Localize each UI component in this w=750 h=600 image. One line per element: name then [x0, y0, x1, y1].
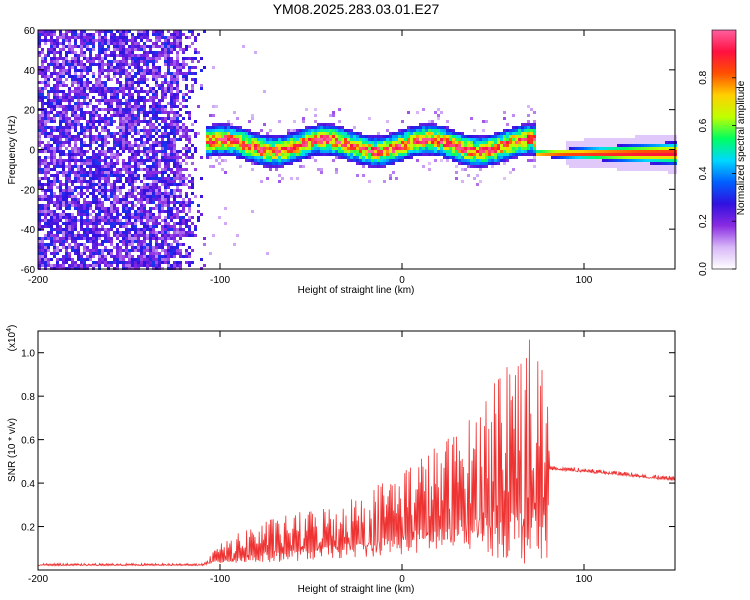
y-tick-label: 0 [29, 146, 35, 157]
snr-line [37, 339, 675, 567]
line-x-axis-title: Height of straight line (km) [298, 584, 415, 595]
x-tick-label: -200 [28, 275, 48, 286]
y-scale-prefix: (x10 [7, 331, 18, 351]
figure-title: YM08.2025.283.03.01.E27 [273, 1, 440, 17]
line-x-ticks: -200 -100 0 100 [28, 331, 593, 585]
y-scale-suffix: ) [7, 325, 18, 328]
y-tick-label: 0.2 [21, 523, 35, 534]
x-tick-label: 100 [576, 275, 593, 286]
colorbar-tick-label: 0.0 [698, 262, 709, 276]
colorbar: 0.0 0.2 0.4 0.6 0.8 Normalized spectral ampl… [698, 29, 747, 276]
colorbar-tick-label: 0.8 [698, 70, 709, 84]
line-y-axis-title: SNR (10 * v/v) [7, 418, 18, 482]
colorbar-gradient [712, 30, 736, 269]
x-tick-label: 0 [399, 275, 405, 286]
colorbar-frame [711, 29, 737, 270]
y-tick-label: -60 [21, 265, 36, 276]
line-y-ticks: 0.2 0.4 0.6 0.8 1.0 [21, 349, 675, 534]
snr-line-chart: -200 -100 0 100 0.2 0.4 0.6 0.8 1.0 Height of s… [6, 325, 676, 595]
y-tick-label: 0.4 [21, 479, 35, 490]
y-tick-label: -40 [21, 225, 36, 236]
colorbar-label: Normalized spectral amplitude [736, 80, 747, 215]
x-tick-label: -200 [28, 574, 48, 585]
snr-series-line [37, 339, 675, 567]
colorbar-ticks: 0.0 0.2 0.4 0.6 0.8 [698, 70, 736, 276]
y-scale-multiplier: (x104) [6, 325, 18, 352]
y-scale-exponent: 4 [6, 328, 13, 332]
heatmap-x-ticks: -200 -100 0 100 [28, 30, 593, 286]
colorbar-tick-label: 0.2 [698, 214, 709, 228]
colorbar-tick-label: 0.4 [698, 166, 709, 180]
heatmap-x-axis-title: Height of straight line (km) [298, 285, 415, 296]
heatmap-y-ticks: -60 -40 -20 0 20 40 60 [21, 26, 675, 276]
x-tick-label: -100 [210, 574, 230, 585]
y-tick-label: 0.8 [21, 392, 35, 403]
y-tick-label: 60 [24, 26, 36, 37]
y-tick-label: -20 [21, 185, 36, 196]
x-tick-label: 100 [576, 574, 593, 585]
line-plot-frame [37, 330, 676, 571]
x-tick-label: -100 [210, 275, 230, 286]
x-tick-label: 0 [399, 574, 405, 585]
y-tick-label: 1.0 [21, 349, 35, 360]
y-tick-label: 40 [24, 66, 36, 77]
y-tick-label: 0.6 [21, 436, 35, 447]
colorbar-tick-label: 0.6 [698, 118, 709, 132]
y-tick-label: 20 [24, 106, 36, 117]
heatmap-cells [38, 30, 677, 270]
heatmap-y-axis-title: Frequency (Hz) [7, 116, 18, 185]
